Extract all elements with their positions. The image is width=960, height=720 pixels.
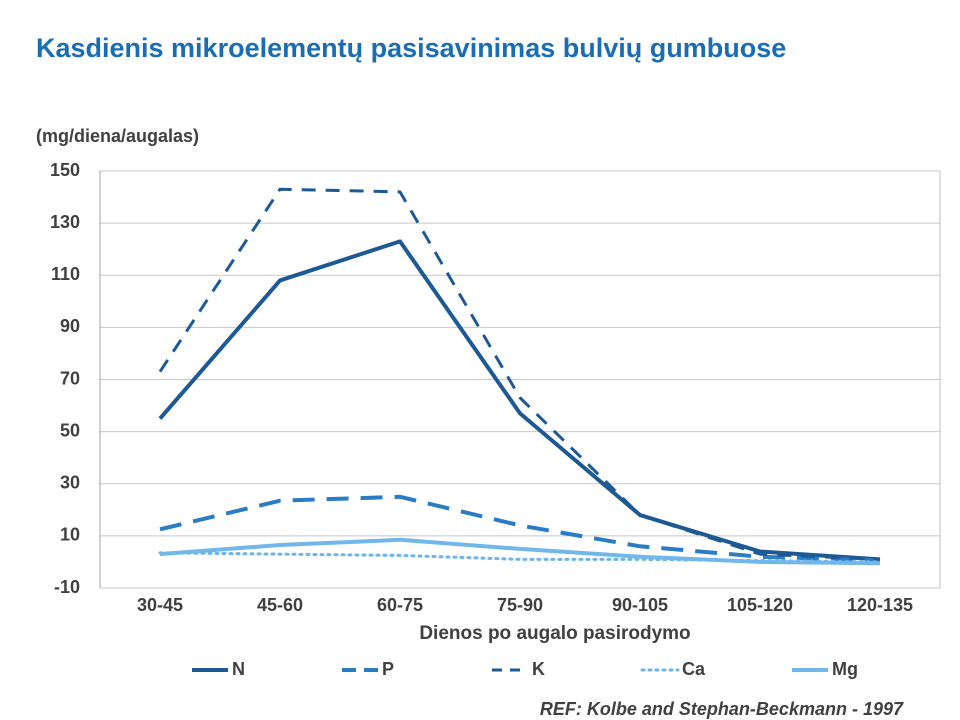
legend-label: Ca xyxy=(682,659,706,679)
x-tick-label: 120-135 xyxy=(847,595,913,615)
y-tick-label: 50 xyxy=(60,420,80,440)
y-tick-label: 150 xyxy=(50,160,80,180)
y-tick-label: 110 xyxy=(51,264,80,284)
legend-label: K xyxy=(532,659,545,679)
y-tick-label: -10 xyxy=(54,577,80,597)
legend-label: N xyxy=(232,659,245,679)
legend-label: P xyxy=(382,659,394,679)
y-tick-label: 30 xyxy=(60,473,80,493)
x-tick-label: 30-45 xyxy=(137,595,183,615)
chart-title: Kasdienis mikroelementų pasisavinimas bu… xyxy=(36,33,786,63)
y-tick-label: 70 xyxy=(60,368,80,388)
annotation: REF: Kolbe and Stephan-Beckmann - 1997 xyxy=(540,699,904,719)
x-tick-label: 75-90 xyxy=(497,595,543,615)
series-line xyxy=(158,187,881,561)
y-axis-title: (mg/diena/augalas) xyxy=(36,126,199,146)
x-tick-label: 45-60 xyxy=(257,595,303,615)
x-tick-label: 90-105 xyxy=(612,595,668,615)
series-line xyxy=(158,551,882,564)
y-tick-label: 10 xyxy=(60,525,80,545)
x-tick-label: 105-120 xyxy=(727,595,793,615)
x-axis-title: Dienos po augalo pasirodymo xyxy=(419,623,690,644)
series-line xyxy=(158,239,881,562)
y-tick-label: 130 xyxy=(50,212,80,232)
y-tick-label: 90 xyxy=(60,316,80,336)
legend-label: Mg xyxy=(832,659,858,679)
x-tick-label: 60-75 xyxy=(377,595,423,615)
series-line xyxy=(159,494,881,563)
series-line xyxy=(159,537,881,566)
